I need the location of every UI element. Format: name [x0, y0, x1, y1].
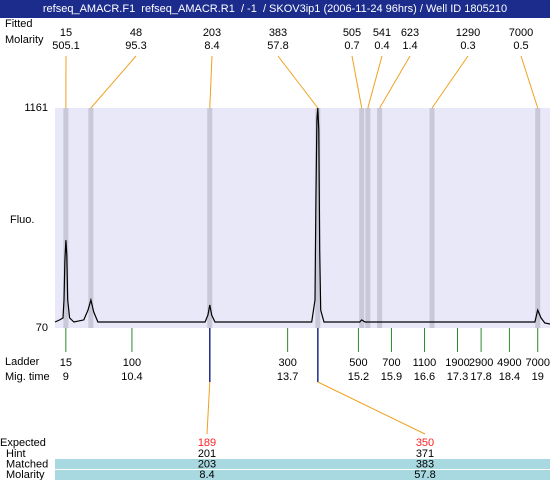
- peak-size: 48: [130, 27, 142, 39]
- row-label: Mig. time: [5, 371, 50, 383]
- ladder-time: 15.9: [381, 371, 402, 383]
- peak-band: [63, 108, 69, 328]
- row-label: Molarity: [6, 469, 45, 480]
- peak-size: 541: [373, 27, 391, 39]
- peak-molarity: 8.4: [204, 40, 219, 52]
- peak-connector: [367, 55, 383, 109]
- row-label: Expected: [0, 437, 46, 449]
- trace-line: [54, 107, 550, 325]
- ladder-size: 1100: [413, 357, 437, 369]
- title-bar: refseq_AMACR.F1 refseq_AMACR.R1 / -1 / S…: [0, 0, 550, 18]
- peak-molarity: 0.3: [460, 40, 475, 52]
- expected-value: 189: [198, 437, 216, 449]
- ladder-time: 13.7: [277, 371, 298, 383]
- peak-band: [315, 108, 321, 328]
- expected-connector: [206, 381, 211, 435]
- ladder-size: 300: [278, 357, 296, 369]
- row-label: Fitted: [5, 18, 33, 30]
- peak-band: [88, 108, 94, 328]
- peak-band: [365, 108, 371, 328]
- ladder-time: 16.6: [414, 371, 435, 383]
- peak-connector: [209, 55, 213, 109]
- peak-size: 623: [401, 27, 419, 39]
- expected-value: 350: [416, 437, 434, 449]
- peak-connector: [277, 55, 319, 109]
- molarity-value: 8.4: [199, 469, 214, 480]
- peak-size: 505: [343, 27, 361, 39]
- matched-value: 383: [416, 458, 434, 470]
- ladder-time: 9: [63, 371, 69, 383]
- y-tick-label: 70: [36, 322, 48, 334]
- peak-size: 15: [60, 27, 72, 39]
- plot-area: [55, 108, 550, 328]
- peak-connector: [520, 55, 539, 109]
- peak-molarity: 95.3: [125, 40, 146, 52]
- hint-value: 371: [416, 448, 434, 460]
- peak-band: [377, 108, 383, 328]
- peak-size: 383: [269, 27, 287, 39]
- ladder-size: 15: [60, 357, 72, 369]
- ladder-time: 18.4: [499, 371, 520, 383]
- ladder-time: 10.4: [121, 371, 142, 383]
- ladder-time: 17.3: [447, 371, 468, 383]
- peak-molarity: 57.8: [267, 40, 288, 52]
- peak-molarity: 0.4: [374, 40, 389, 52]
- y-tick-label: 1161: [24, 102, 48, 114]
- ladder-size: 700: [382, 357, 400, 369]
- peak-connector: [431, 55, 469, 109]
- ladder-size: 4900: [497, 357, 521, 369]
- peak-molarity: 505.1: [52, 40, 80, 52]
- ladder-size: 1900: [445, 357, 469, 369]
- ladder-size: 7000: [525, 357, 549, 369]
- molarity-value: 57.8: [414, 469, 435, 480]
- peak-size: 203: [203, 27, 221, 39]
- ladder-time: 15.2: [348, 371, 369, 383]
- row-label: Hint: [6, 448, 26, 460]
- molarity-row: [55, 470, 550, 480]
- ladder-size: 2900: [469, 357, 493, 369]
- row-label: Matched: [6, 458, 48, 470]
- peak-molarity: 0.7: [344, 40, 359, 52]
- peak-band: [207, 108, 213, 328]
- peak-connector: [379, 55, 411, 109]
- peak-molarity: 0.5: [513, 40, 528, 52]
- peak-molarity: 1.4: [402, 40, 417, 52]
- hint-value: 201: [198, 448, 216, 460]
- ladder-size: 100: [123, 357, 141, 369]
- ladder-time: 17.8: [470, 371, 491, 383]
- peak-size: 7000: [509, 27, 533, 39]
- peak-band: [359, 108, 365, 328]
- row-label: Ladder: [5, 356, 40, 368]
- peak-connector: [351, 55, 363, 109]
- ladder-size: 500: [349, 357, 367, 369]
- ladder-time: 19: [532, 371, 544, 383]
- matched-row: [55, 459, 550, 469]
- y-axis-label: Fluo.: [10, 214, 34, 226]
- row-label: Molarity: [5, 34, 44, 46]
- peak-band: [429, 108, 435, 328]
- peak-size: 1290: [456, 27, 480, 39]
- matched-value: 203: [198, 458, 216, 470]
- peak-band: [535, 108, 541, 328]
- peak-connector: [90, 55, 137, 109]
- expected-connector: [317, 381, 426, 435]
